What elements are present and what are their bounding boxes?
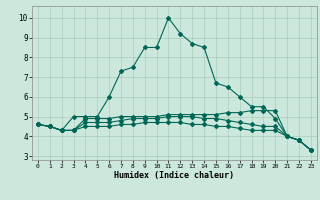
X-axis label: Humidex (Indice chaleur): Humidex (Indice chaleur) [115, 171, 234, 180]
